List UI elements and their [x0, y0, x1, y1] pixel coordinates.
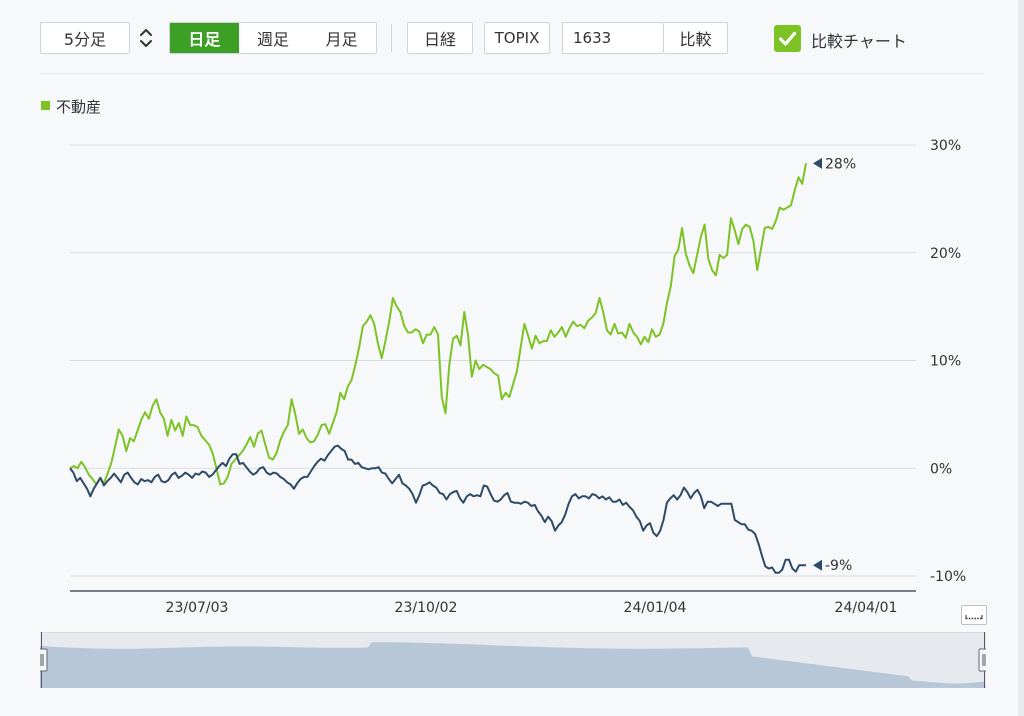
series-line-main	[69, 163, 807, 486]
topix-button[interactable]: TOPIX	[484, 22, 550, 54]
toolbar-divider-line	[40, 73, 984, 74]
range-navigator[interactable]	[40, 632, 986, 688]
last-value-arrow	[813, 157, 822, 169]
tab-daily[interactable]: 日足	[170, 23, 239, 53]
y-tick-label: 30%	[930, 138, 961, 154]
last-value-label: 28%	[825, 156, 856, 172]
x-tick-label: 24/01/04	[624, 600, 687, 616]
navigator-handle-left[interactable]	[40, 648, 48, 672]
interval-stepper[interactable]	[136, 22, 156, 54]
window-edge	[1018, 0, 1024, 716]
check-icon	[778, 31, 797, 46]
toolbar-divider	[391, 24, 392, 52]
tab-monthly[interactable]: 月足	[325, 30, 358, 49]
chart-grid	[70, 144, 916, 592]
y-tick-label: 0%	[930, 461, 952, 477]
navigator-area	[40, 642, 986, 688]
y-tick-label: -10%	[930, 569, 966, 585]
x-tick-label: 23/07/03	[166, 600, 229, 616]
legend-swatch	[41, 101, 50, 110]
last-value-arrow	[813, 559, 822, 571]
x-axis-labels: 23/07/03 23/10/02 24/01/04 24/04/01	[166, 600, 898, 616]
interval-select[interactable]: 5分足	[40, 22, 130, 54]
navigator-handle-right[interactable]	[978, 648, 986, 672]
y-tick-label: 20%	[930, 246, 961, 262]
last-value-markers: 28% -9%	[813, 156, 856, 574]
series-lines	[69, 163, 807, 574]
x-tick-label: 23/10/02	[395, 600, 458, 616]
compare-chart-checkbox[interactable]	[774, 25, 801, 52]
nikkei-button[interactable]: 日経	[407, 22, 473, 54]
compare-button[interactable]: 比較	[663, 22, 728, 54]
x-tick-label: 24/04/01	[835, 600, 898, 616]
period-tabs: 日足 週足 月足	[169, 22, 377, 54]
tab-weekly[interactable]: 週足	[257, 30, 290, 49]
series-line-compare	[69, 444, 806, 574]
compare-chart-label[interactable]: 比較チャート	[811, 32, 907, 51]
dots-icon	[965, 615, 983, 620]
compare-code-input[interactable]	[562, 22, 663, 54]
last-value-label: -9%	[825, 558, 852, 574]
chevron-up-down-icon	[140, 29, 152, 47]
chart-expand-button[interactable]	[961, 605, 987, 625]
y-axis-labels: 30% 20% 10% 0% -10%	[930, 138, 966, 585]
y-tick-label: 10%	[930, 354, 961, 370]
legend-label: 不動産	[56, 98, 102, 116]
